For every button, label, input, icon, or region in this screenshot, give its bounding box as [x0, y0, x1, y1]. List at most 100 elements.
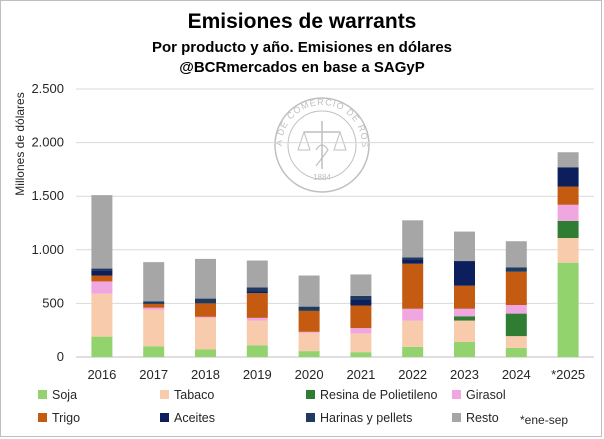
bar-segment-soja — [402, 346, 424, 357]
x-tick-label: 2018 — [191, 367, 220, 382]
bar-segment-girasol — [195, 316, 216, 318]
bar-segment-harinas-y-pellets — [505, 267, 527, 272]
bar-segment-tabaco — [454, 320, 475, 342]
bar-segment-girasol — [246, 317, 268, 321]
legend-label: Resina de Polietileno — [320, 388, 437, 402]
bar-segment-soja — [557, 262, 579, 357]
y-tick-label: 2.000 — [31, 135, 64, 150]
bar-segment-harinas-y-pellets — [402, 257, 424, 260]
bar-segment-trigo — [454, 285, 475, 309]
bar-segment-harinas-y-pellets — [298, 306, 320, 311]
legend-swatch — [38, 390, 47, 399]
bar-segment-soja — [195, 349, 216, 357]
y-tick-label: 1.500 — [31, 188, 64, 203]
x-tick-label: 2017 — [139, 367, 168, 382]
bar-segment-harinas-y-pellets — [143, 301, 165, 304]
bar-segment-trigo — [195, 303, 216, 317]
legend-label: Resto — [466, 411, 499, 425]
bar-segment-tabaco — [246, 320, 268, 346]
bar-segment-resina-de-polietileno — [557, 220, 579, 239]
legend-label: Soja — [52, 388, 77, 402]
bar-segment-trigo — [91, 275, 113, 282]
y-tick-label: 2.500 — [31, 81, 64, 96]
bar-segment-girasol — [350, 328, 372, 334]
legend-swatch — [452, 390, 461, 399]
x-tick-label: *2025 — [551, 367, 585, 382]
bar-segment-girasol — [505, 305, 527, 314]
bar-segment-resto — [350, 274, 372, 296]
bar-segment-soja — [454, 341, 475, 357]
bar-segment-soja — [246, 345, 268, 357]
legend: Soja Tabaco Resina de Polietileno Girasol Tr… — [38, 388, 506, 425]
bar-segment-tabaco — [350, 333, 372, 353]
bar-segment-soja — [143, 346, 165, 357]
bar-segment-tabaco — [195, 317, 216, 350]
bar-segment-trigo — [402, 263, 424, 309]
bar-segment-resto — [91, 195, 113, 269]
legend-label: Trigo — [52, 411, 80, 425]
y-tick-label: 0 — [57, 349, 64, 364]
legend-swatch — [38, 413, 47, 422]
y-axis-label: Millones de dólares — [13, 92, 27, 195]
bar-segment-trigo — [557, 186, 579, 205]
bar-segment-resto — [195, 258, 216, 299]
legend-label: Aceites — [174, 411, 215, 425]
bar-segment-aceites — [350, 299, 372, 306]
bar-segment-resto — [298, 275, 320, 307]
legend-label: Girasol — [466, 388, 506, 402]
bar-segment-soja — [298, 351, 320, 357]
legend-swatch — [160, 390, 169, 399]
bar-segment-girasol — [557, 204, 579, 221]
bar-segment-trigo — [143, 303, 165, 308]
y-tick-label: 1.000 — [31, 242, 64, 257]
bar-segment-tabaco — [143, 309, 165, 347]
bar-segment-resto — [143, 262, 165, 302]
bar-segment-girasol — [298, 331, 320, 333]
bar-segment-harinas-y-pellets — [350, 295, 372, 300]
chart-title: Emisiones de warrants — [188, 10, 417, 33]
bar-segment-resto — [402, 220, 424, 258]
bar-segment-trigo — [350, 305, 372, 329]
legend-swatch — [160, 413, 169, 422]
x-tick-label: 2021 — [346, 367, 375, 382]
x-tick-label: 2024 — [502, 367, 531, 382]
bar-segment-tabaco — [505, 336, 527, 348]
legend-swatch — [306, 390, 315, 399]
bar-segment-harinas-y-pellets — [91, 268, 113, 271]
bar-segment-trigo — [246, 293, 268, 318]
bar-segment-girasol — [143, 307, 165, 310]
legend-swatch — [306, 413, 315, 422]
bar-segment-tabaco — [298, 332, 320, 352]
bar-segment-soja — [91, 336, 113, 357]
legend-label: Tabaco — [174, 388, 214, 402]
bar-segment-resina-de-polietileno — [505, 313, 527, 337]
watermark-inner-text: 1884 — [313, 173, 331, 182]
bar-segment-resto — [505, 241, 527, 268]
footnote: *ene-sep — [520, 413, 568, 427]
bar-segment-girasol — [454, 308, 475, 317]
bar-segment-aceites — [402, 259, 424, 264]
bar-segment-tabaco — [402, 320, 424, 347]
bar-segment-resto — [454, 231, 475, 262]
x-tick-label: 2020 — [295, 367, 324, 382]
bar-segment-aceites — [454, 261, 475, 286]
y-tick-label: 500 — [42, 295, 64, 310]
bar-segment-resto — [557, 152, 579, 168]
bar-segment-trigo — [298, 310, 320, 332]
bar-segment-aceites — [91, 270, 113, 276]
bar-segment-soja — [505, 347, 527, 357]
bar-segment-aceites — [557, 167, 579, 187]
chart-subtitle-line-1: Por producto y año. Emisiones en dólares — [152, 39, 452, 56]
bar-segment-trigo — [505, 271, 527, 306]
x-axis-ticks: 2016 2017 2018 2019 2020 2021 2022 2023 2024 *202… — [87, 367, 585, 382]
bar-segment-aceites — [246, 291, 268, 294]
chart-subtitle-line-2: @BCRmercados en base a SAGyP — [179, 59, 425, 76]
x-tick-label: 2022 — [398, 367, 427, 382]
bar-segment-girasol — [91, 281, 113, 294]
bars — [91, 152, 579, 357]
bar-segment-girasol — [402, 308, 424, 321]
y-axis-ticks: 0 500 1.000 1.500 2.000 2.500 — [31, 81, 64, 364]
bar-segment-resto — [246, 260, 268, 288]
x-tick-label: 2019 — [243, 367, 272, 382]
